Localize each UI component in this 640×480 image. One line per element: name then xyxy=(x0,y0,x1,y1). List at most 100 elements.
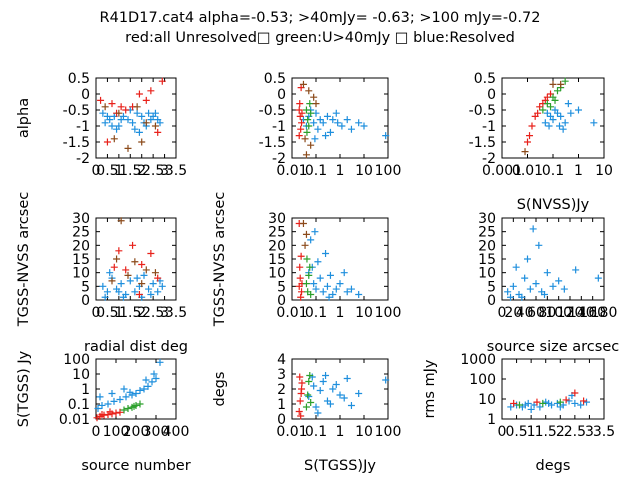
y-tick-label: -1 xyxy=(76,119,90,135)
x-tick-label: 10 xyxy=(355,305,373,321)
y-tick-label: -2 xyxy=(272,151,286,167)
data-point-blue xyxy=(571,399,579,407)
x-tick-label: 0 xyxy=(92,424,101,440)
data-point-red xyxy=(110,263,118,271)
data-point-blue xyxy=(117,280,125,288)
x-tick-label: 1 xyxy=(336,424,345,440)
y-tick-label: -0.5 xyxy=(63,103,90,119)
data-point-blue xyxy=(543,269,551,277)
data-point-blue xyxy=(319,119,327,127)
data-point-green xyxy=(306,372,314,379)
x-tick-label: 20 xyxy=(504,305,522,321)
data-point-green xyxy=(304,116,312,124)
x-tick-label: 100 xyxy=(545,305,572,321)
data-point-blue xyxy=(555,277,563,285)
data-point-blue xyxy=(120,385,128,393)
y-axis-label: degs xyxy=(212,372,228,407)
data-point-blue xyxy=(312,285,320,293)
y-tick-label: 15 xyxy=(72,252,90,268)
x-tick-label: 0.01 xyxy=(276,163,307,179)
data-point-blue xyxy=(310,119,318,127)
data-point-green xyxy=(307,399,315,406)
panel-grid: 00.511.522.533.50.50-0.5-1-1.5-2alpha0.0… xyxy=(16,71,619,474)
y-tick-label: 0 xyxy=(487,87,496,103)
y-tick-label: 4 xyxy=(277,352,286,368)
y-tick-label: -2 xyxy=(482,151,496,167)
x-tick-label: 3 xyxy=(160,163,169,179)
data-point-red xyxy=(295,132,303,140)
data-point-red xyxy=(528,122,536,130)
data-point-blue xyxy=(559,125,567,133)
data-point-green xyxy=(307,291,315,299)
x-tick-label: 1 xyxy=(114,305,123,321)
data-point-olive xyxy=(310,93,318,101)
data-point-blue xyxy=(126,388,134,396)
data-point-blue xyxy=(96,393,104,401)
data-point-blue xyxy=(110,397,118,405)
x-tick-label: 140 xyxy=(568,305,595,321)
x-tick-label: 300 xyxy=(143,424,170,440)
data-point-blue xyxy=(132,390,140,398)
data-point-blue xyxy=(504,288,512,296)
data-point-blue xyxy=(355,390,363,397)
data-point-blue xyxy=(152,375,160,383)
data-point-blue xyxy=(332,285,340,293)
x-tick-label: 1.5 xyxy=(119,305,141,321)
x-tick-label: 10 xyxy=(595,163,613,179)
data-point-blue xyxy=(150,370,158,378)
data-point-blue xyxy=(343,116,351,124)
data-point-red xyxy=(297,293,305,301)
y-tick-label: 20 xyxy=(478,238,496,254)
data-point-red xyxy=(122,266,130,274)
x-axis-label: source size arcsec xyxy=(487,339,619,355)
x-tick-label: 0.1 xyxy=(305,163,327,179)
data-point-green xyxy=(551,96,559,104)
data-point-red xyxy=(297,125,305,133)
y-tick-label: 10 xyxy=(72,266,90,282)
data-point-blue xyxy=(545,122,553,130)
data-point-olive xyxy=(301,241,309,249)
data-point-olive xyxy=(101,103,109,111)
data-point-blue xyxy=(355,119,363,127)
data-point-blue xyxy=(360,122,368,130)
data-point-blue xyxy=(147,291,155,299)
data-point-blue xyxy=(316,116,324,124)
data-point-blue xyxy=(101,119,109,127)
data-point-olive xyxy=(110,135,118,143)
data-point-red xyxy=(154,128,162,136)
y-tick-label: 5 xyxy=(487,279,496,295)
data-point-blue xyxy=(532,280,540,288)
y-axis-label: S(TGSS) Jy xyxy=(16,350,32,427)
data-point-green xyxy=(130,402,138,410)
figure-title-line-1: R41D17.cat4 alpha=-0.53; >40mJy= -0.63; … xyxy=(100,10,541,26)
data-point-red xyxy=(138,260,146,268)
data-point-blue xyxy=(527,405,535,413)
data-point-green xyxy=(543,100,551,108)
y-tick-label: 30 xyxy=(72,211,90,227)
y-tick-label: 30 xyxy=(478,211,496,227)
data-point-blue xyxy=(521,274,529,282)
x-tick-label: 2.5 xyxy=(142,163,164,179)
y-tick-label: 0.1 xyxy=(68,397,90,413)
data-point-blue xyxy=(108,122,116,130)
data-point-blue xyxy=(154,116,162,124)
x-tick-label: 3 xyxy=(585,424,594,440)
data-point-blue xyxy=(99,109,107,117)
data-point-blue xyxy=(113,125,121,133)
data-point-red xyxy=(580,397,588,405)
data-point-blue xyxy=(560,285,568,293)
x-tick-label: 2.5 xyxy=(142,305,164,321)
x-tick-label: 1 xyxy=(336,163,345,179)
data-point-olive xyxy=(142,266,150,274)
data-point-olive xyxy=(138,138,146,146)
x-tick-label: 100 xyxy=(375,163,402,179)
data-point-blue xyxy=(316,274,324,282)
x-tick-label: 100 xyxy=(375,424,402,440)
data-point-blue xyxy=(149,112,157,120)
data-point-red xyxy=(142,96,150,104)
data-point-green xyxy=(136,400,144,408)
